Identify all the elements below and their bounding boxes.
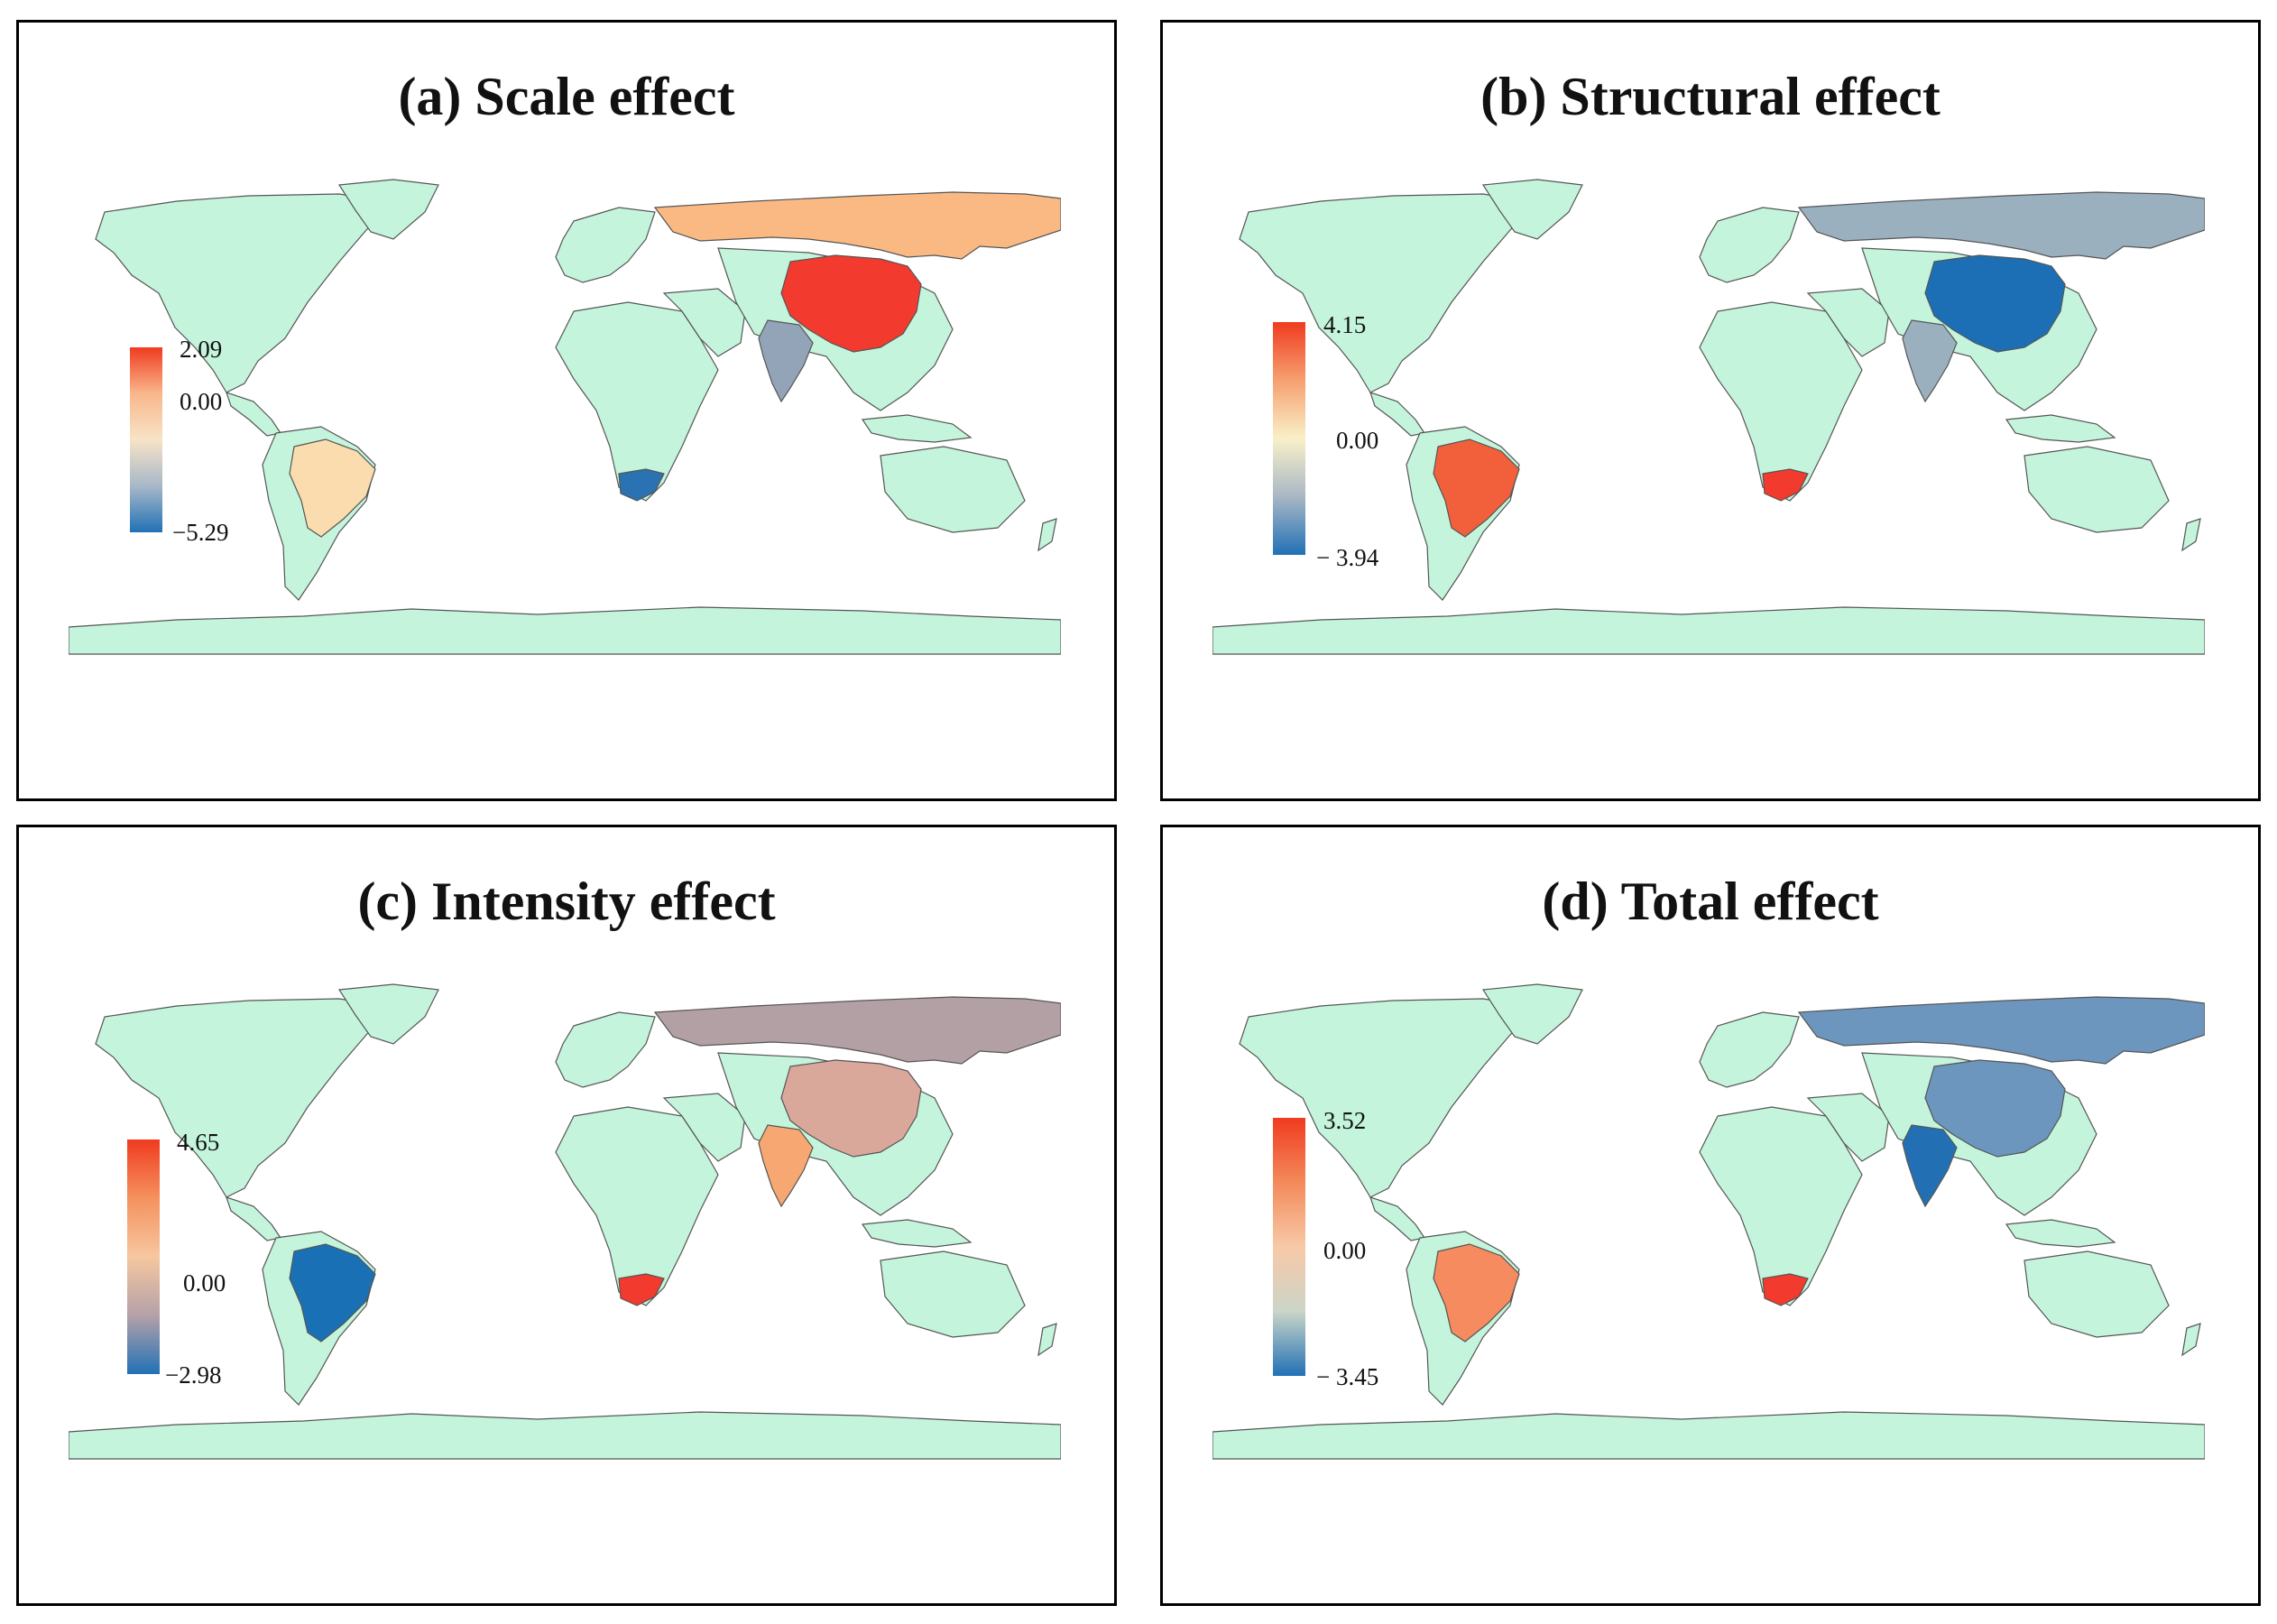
panel-title: (c) Intensity effect — [357, 872, 776, 931]
country-china — [780, 254, 922, 353]
country-india — [1902, 319, 1958, 403]
country-south-africa — [1762, 1273, 1809, 1306]
legend-mid-label: 0.00 — [180, 388, 223, 415]
country-antarctica — [69, 1411, 1061, 1460]
legend-gradient-bar — [130, 347, 162, 532]
country-central-america — [1369, 1196, 1425, 1241]
country-middle-east — [1806, 288, 1890, 357]
legend-min-label: − 3.94 — [1316, 544, 1379, 571]
legend-max-label: 3.52 — [1323, 1107, 1367, 1134]
country-brazil — [289, 1243, 376, 1343]
country-south-africa — [1762, 468, 1809, 502]
panel-title: (a) Scale effect — [398, 67, 735, 126]
country-europe — [1699, 1011, 1800, 1088]
country-australia — [880, 1250, 1026, 1338]
country-antarctica — [69, 606, 1061, 655]
country-indonesia — [2005, 414, 2116, 443]
legend-min-label: −5.29 — [172, 519, 229, 546]
country-middle-east — [662, 1093, 746, 1162]
legend-gradient-bar — [1273, 1118, 1305, 1376]
legend-max-label: 4.15 — [1323, 311, 1367, 338]
legend-max-label: 4.65 — [177, 1129, 220, 1156]
country-india — [1902, 1124, 1958, 1208]
country-russia — [1797, 996, 2205, 1065]
country-indonesia — [2005, 1219, 2116, 1248]
country-south-africa — [618, 468, 665, 502]
country-central-america — [226, 1196, 281, 1241]
panel-intensity-effect: (c) Intensity effect 4.65 0.00 −2.98 — [16, 825, 1117, 1606]
country-china — [780, 1059, 922, 1158]
country-russia — [653, 191, 1061, 260]
country-greenland — [1481, 983, 1583, 1045]
country-china — [1924, 254, 2066, 353]
legend-gradient-bar — [127, 1140, 160, 1374]
country-central-america — [226, 392, 281, 437]
country-central-america — [1369, 392, 1425, 437]
country-australia — [880, 446, 1026, 533]
country-russia — [1797, 191, 2205, 260]
world-map — [69, 179, 1061, 655]
country-greenland — [1481, 179, 1583, 240]
country-europe — [1699, 207, 1800, 283]
country-south-africa — [618, 1273, 665, 1306]
country-india — [758, 319, 814, 403]
legend-mid-label: 0.00 — [1323, 1237, 1367, 1264]
country-antarctica — [1212, 606, 2205, 655]
country-china — [1924, 1059, 2066, 1158]
legend-mid-label: 0.00 — [183, 1269, 226, 1296]
country-brazil — [1433, 1243, 1520, 1343]
world-map — [1212, 983, 2205, 1460]
legend-gradient-bar — [1273, 322, 1305, 555]
panel-total-effect: (d) Total effect 3.52 0.00 − 3.45 — [1160, 825, 2261, 1606]
country-russia — [653, 996, 1061, 1065]
country-middle-east — [1806, 1093, 1890, 1162]
country-new-zealand — [1037, 1323, 1057, 1357]
country-indonesia — [861, 1219, 973, 1248]
country-greenland — [337, 983, 439, 1045]
country-australia — [2023, 446, 2170, 533]
world-map — [69, 983, 1061, 1460]
country-indonesia — [861, 414, 973, 443]
country-new-zealand — [1037, 518, 1057, 552]
country-brazil — [289, 438, 376, 538]
country-europe — [555, 207, 656, 283]
panel-scale-effect: (a) Scale effect 2.09 0.00 −5.29 — [16, 20, 1117, 801]
country-new-zealand — [2181, 1323, 2201, 1357]
country-europe — [555, 1011, 656, 1088]
country-australia — [2023, 1250, 2170, 1338]
legend-max-label: 2.09 — [180, 336, 223, 363]
panel-title: (d) Total effect — [1542, 872, 1879, 931]
country-new-zealand — [2181, 518, 2201, 552]
country-antarctica — [1212, 1411, 2205, 1460]
country-greenland — [337, 179, 439, 240]
country-middle-east — [662, 288, 746, 357]
legend-mid-label: 0.00 — [1336, 427, 1379, 454]
legend-min-label: − 3.45 — [1316, 1363, 1379, 1390]
legend-min-label: −2.98 — [165, 1361, 222, 1389]
panel-structural-effect: (b) Structural effect 4.15 0.00 − 3.94 — [1160, 20, 2261, 801]
world-map — [1212, 179, 2205, 655]
country-india — [758, 1124, 814, 1208]
country-brazil — [1433, 438, 1520, 538]
panel-title: (b) Structural effect — [1480, 67, 1941, 126]
